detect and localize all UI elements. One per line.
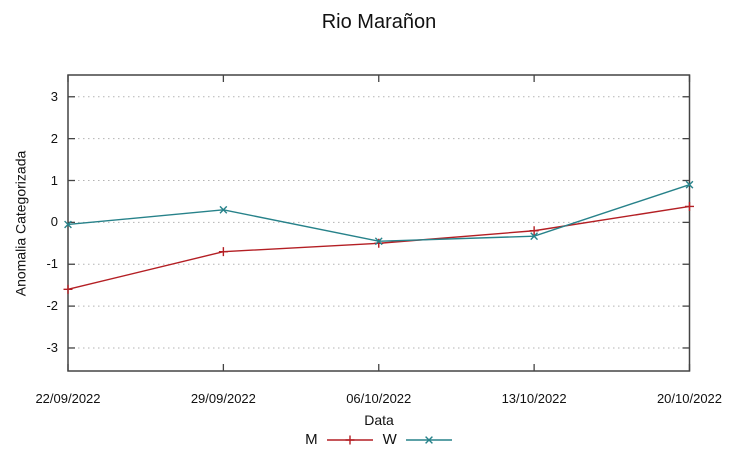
chart-title: Rio Marañon (321, 11, 437, 33)
y-tick-label: -2 (46, 298, 58, 314)
legend-item-M: M (305, 431, 374, 449)
legend-marker-cross (424, 436, 433, 444)
series-line-W (67, 184, 690, 242)
y-tick-label: 2 (50, 130, 58, 146)
marker-cross-W (219, 205, 228, 214)
marker-plus-M (218, 247, 228, 257)
x-axis-label: Data (364, 412, 394, 428)
y-tick-label: -3 (46, 339, 58, 355)
y-tick-label: 0 (50, 214, 58, 230)
legend-sample-W (405, 436, 452, 444)
marker-plus-M (63, 284, 73, 294)
series-line-M (67, 205, 690, 291)
x-tick-label: 20/10/2022 (656, 391, 723, 406)
legend-label: W (382, 431, 397, 448)
marker-cross-W (374, 237, 383, 246)
legend-marker-plus (345, 435, 355, 445)
y-tick-label: 3 (50, 88, 58, 104)
marker-plus-M (685, 201, 694, 211)
legend-item-W: W (383, 431, 453, 449)
legend-sample-M (326, 435, 373, 445)
x-tick-label: 22/09/2022 (35, 391, 101, 406)
marker-cross-W (530, 232, 539, 241)
marker-cross-W (64, 220, 72, 229)
plot-border (67, 74, 691, 372)
marker-cross-W (685, 180, 694, 189)
marker-plus-M (529, 226, 539, 236)
x-tick-label: 13/10/2022 (501, 391, 567, 406)
legend-label: M (305, 431, 318, 448)
x-tick-label: 29/09/2022 (190, 391, 256, 406)
y-tick-label: -1 (46, 256, 58, 272)
x-tick-label: 06/10/2022 (346, 391, 412, 406)
y-tick-label: 1 (50, 172, 58, 188)
